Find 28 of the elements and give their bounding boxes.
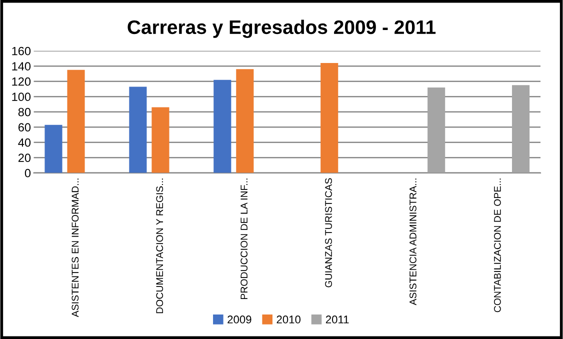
bar <box>129 86 147 173</box>
y-tick-label: 160 <box>12 46 31 56</box>
chart-title: Carreras y Egresados 2009 - 2011 <box>128 20 436 38</box>
y-tick-label: 100 <box>12 92 31 102</box>
bar <box>428 87 446 173</box>
y-tick-label: 140 <box>12 62 31 70</box>
x-tick-label: PRODUCCION DE LA INF... <box>240 178 248 300</box>
legend-label: 2011 <box>326 316 349 324</box>
legend-label: 2009 <box>228 316 252 324</box>
y-tick-label: 40 <box>18 138 31 147</box>
bar <box>236 69 254 173</box>
bar <box>152 107 170 173</box>
legend-label: 2010 <box>276 316 300 324</box>
x-tick-label: ASISTENCIA ADMINISTRA... <box>410 178 416 306</box>
y-tick-label: 120 <box>12 77 31 86</box>
y-tick-label: 60 <box>18 123 31 132</box>
x-tick-label: ASISTENTES EN INFORMAD... <box>72 178 79 318</box>
y-tick-label: 20 <box>18 154 31 162</box>
bar <box>512 85 530 173</box>
bar <box>67 70 85 173</box>
bar <box>44 124 62 173</box>
bar <box>214 80 232 173</box>
x-tick-label: DOCUMENTACION Y REGIS... <box>156 178 164 314</box>
x-tick-label: GUIANZAS TURISTICAS <box>325 178 332 288</box>
y-tick-label: 0 <box>24 168 31 178</box>
bar <box>320 63 338 173</box>
x-tick-label: CONTABILIZACION DE OPE... <box>494 178 501 312</box>
y-tick-label: 80 <box>18 108 31 116</box>
